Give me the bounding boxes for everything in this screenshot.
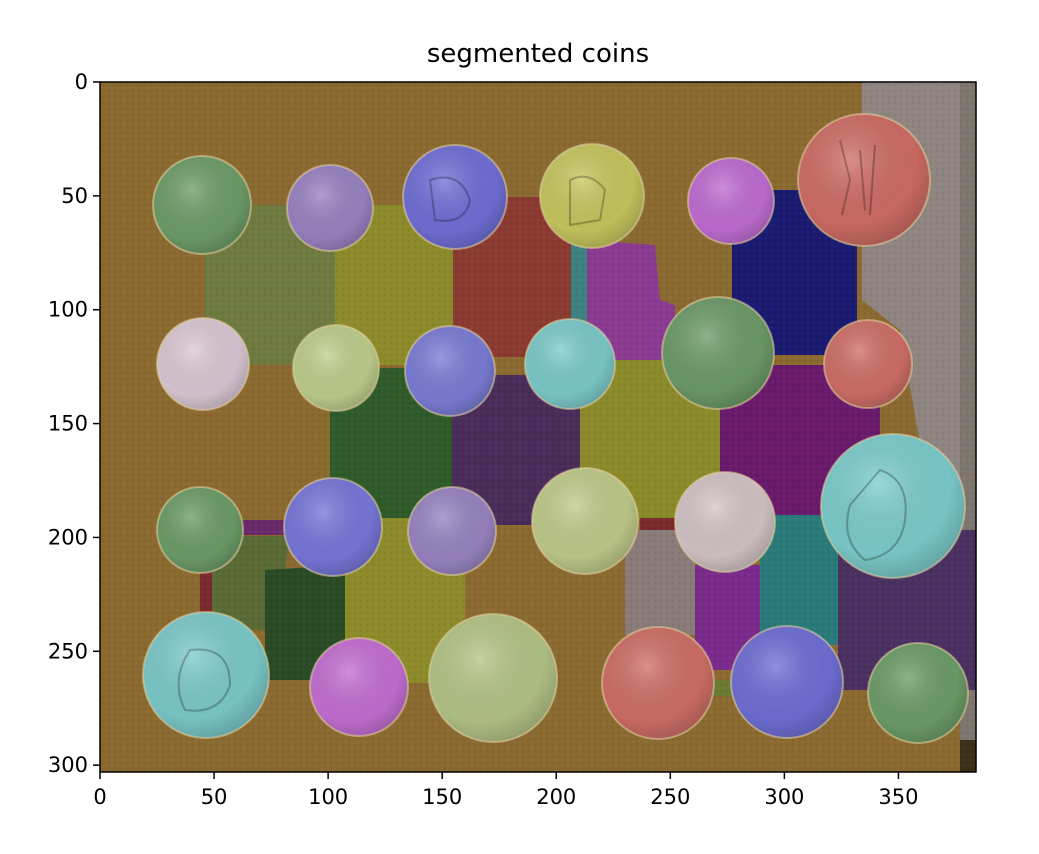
x-tick-label: 300 <box>764 785 804 809</box>
y-tick-label: 150 <box>48 412 88 436</box>
x-tick-label: 350 <box>878 785 918 809</box>
y-tick-label: 250 <box>48 639 88 663</box>
x-tick-label: 100 <box>308 785 348 809</box>
y-axis: 0 50 100 150 200 250 300 <box>48 70 100 777</box>
x-tick-label: 50 <box>201 785 228 809</box>
y-tick-label: 50 <box>61 184 88 208</box>
axes-frame <box>99 81 977 773</box>
x-tick-label: 150 <box>422 785 462 809</box>
x-tick-label: 0 <box>93 785 106 809</box>
y-tick-label: 0 <box>75 70 88 94</box>
x-tick-label: 250 <box>650 785 690 809</box>
chart-title: segmented coins <box>427 39 649 69</box>
y-tick-label: 100 <box>48 298 88 322</box>
y-tick-label: 300 <box>48 753 88 777</box>
y-tick-label: 200 <box>48 525 88 549</box>
x-tick-label: 200 <box>536 785 576 809</box>
x-axis: 0 50 100 150 200 250 300 350 <box>93 772 918 809</box>
segmented-image <box>100 82 976 772</box>
